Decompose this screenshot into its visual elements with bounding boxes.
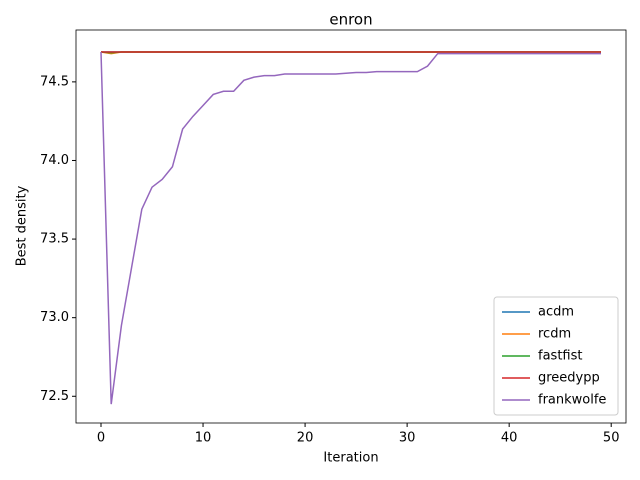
series-line bbox=[100, 51, 601, 405]
x-tick-label: 10 bbox=[195, 431, 212, 446]
y-axis-label: Best density bbox=[15, 185, 30, 266]
x-tick-label: 20 bbox=[297, 431, 314, 446]
legend-label: greedypp bbox=[538, 371, 600, 386]
y-tick-label: 72.5 bbox=[40, 389, 69, 404]
plot-frame bbox=[75, 29, 627, 424]
legend-box bbox=[493, 296, 619, 416]
y-tick-label: 73.5 bbox=[40, 232, 69, 247]
chart-title: enron bbox=[329, 11, 372, 29]
legend-label: fastfist bbox=[538, 349, 582, 364]
y-tick-label: 73.0 bbox=[40, 310, 69, 325]
x-tick-label: 30 bbox=[399, 431, 416, 446]
legend-label: frankwolfe bbox=[538, 393, 606, 408]
x-axis-label: Iteration bbox=[323, 451, 378, 466]
legend-label: rcdm bbox=[538, 327, 571, 342]
x-tick-label: 0 bbox=[97, 431, 105, 446]
legend-label: acdm bbox=[538, 305, 574, 320]
y-tick-label: 74.0 bbox=[40, 153, 69, 168]
x-tick-label: 40 bbox=[501, 431, 518, 446]
y-tick-label: 74.5 bbox=[40, 74, 69, 89]
x-tick-label: 50 bbox=[603, 431, 620, 446]
